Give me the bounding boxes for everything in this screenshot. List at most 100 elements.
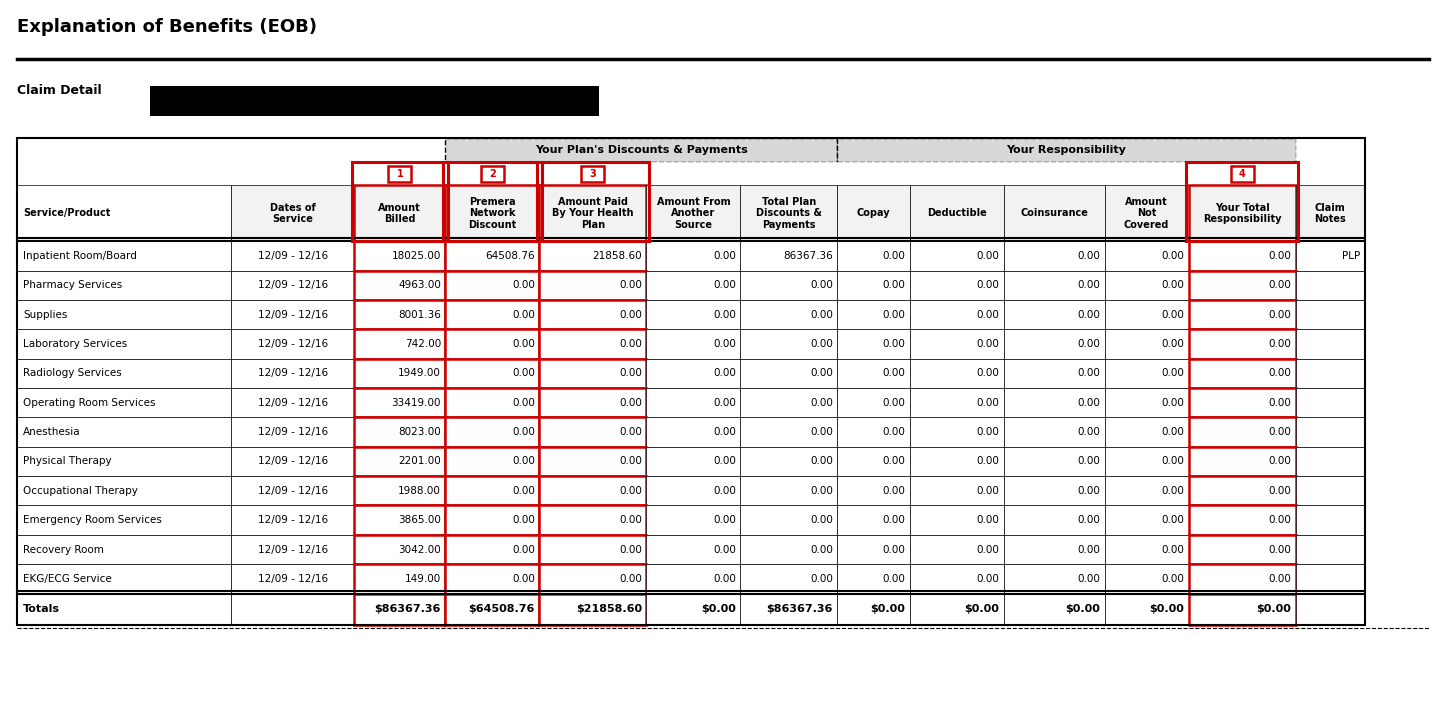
Bar [740, 476, 837, 505]
Text: Occupational Therapy: Occupational Therapy [23, 486, 137, 495]
Bar [539, 329, 646, 359]
Text: 0.00: 0.00 [882, 545, 905, 554]
Text: 0.00: 0.00 [1161, 251, 1184, 261]
Text: 8001.36: 8001.36 [398, 310, 441, 319]
Bar [445, 417, 539, 447]
Bar [17, 359, 231, 388]
Bar [646, 162, 740, 185]
Bar [1004, 564, 1105, 594]
Bar [837, 241, 910, 271]
Bar [910, 241, 1004, 271]
Bar [1296, 388, 1365, 417]
Bar [17, 505, 231, 535]
Bar [740, 185, 837, 241]
Text: 0.00: 0.00 [810, 516, 833, 525]
Bar [1105, 417, 1189, 447]
Text: 0.00: 0.00 [810, 310, 833, 319]
Bar [17, 388, 231, 417]
Text: Copay: Copay [856, 208, 891, 218]
Text: 0.00: 0.00 [1161, 545, 1184, 554]
Text: 12/09 - 12/16: 12/09 - 12/16 [257, 281, 328, 290]
Text: 12/09 - 12/16: 12/09 - 12/16 [257, 310, 328, 319]
Text: Inpatient Room/Board: Inpatient Room/Board [23, 251, 137, 261]
Bar [1004, 417, 1105, 447]
Text: 0.00: 0.00 [1077, 545, 1100, 554]
Text: 0.00: 0.00 [1268, 251, 1291, 261]
Text: 0.00: 0.00 [810, 398, 833, 407]
Bar [837, 476, 910, 505]
Bar [837, 271, 910, 300]
Text: 0.00: 0.00 [512, 486, 535, 495]
Bar [837, 505, 910, 535]
Text: 12/09 - 12/16: 12/09 - 12/16 [257, 486, 328, 495]
Bar [445, 505, 539, 535]
Text: 0.00: 0.00 [810, 369, 833, 378]
Bar [740, 594, 837, 625]
Bar [354, 271, 445, 300]
Bar [1296, 564, 1365, 594]
Text: 0.00: 0.00 [1268, 516, 1291, 525]
Text: 12/09 - 12/16: 12/09 - 12/16 [257, 516, 328, 525]
Text: 0.00: 0.00 [512, 516, 535, 525]
Bar [1296, 359, 1365, 388]
Text: 1988.00: 1988.00 [398, 486, 441, 495]
Text: Laboratory Services: Laboratory Services [23, 339, 127, 349]
Text: 0.00: 0.00 [1161, 574, 1184, 584]
Bar [539, 388, 646, 417]
Bar [910, 417, 1004, 447]
Text: 0.00: 0.00 [976, 516, 999, 525]
Bar [445, 594, 539, 625]
Text: 0.00: 0.00 [1077, 486, 1100, 495]
Bar [910, 162, 1004, 185]
Text: 0.00: 0.00 [882, 457, 905, 466]
Text: EKG/ECG Service: EKG/ECG Service [23, 574, 111, 584]
Bar [1189, 447, 1296, 476]
Bar [646, 564, 740, 594]
Bar [231, 329, 354, 359]
Text: 149.00: 149.00 [405, 574, 441, 584]
Text: 0.00: 0.00 [882, 251, 905, 261]
Text: 0.00: 0.00 [810, 281, 833, 290]
Text: 0.00: 0.00 [1268, 369, 1291, 378]
Bar [17, 476, 231, 505]
Bar [354, 594, 445, 625]
Bar [445, 300, 539, 329]
Text: 0.00: 0.00 [1268, 427, 1291, 437]
Text: Amount From
Another
Source: Amount From Another Source [656, 197, 730, 230]
Bar [354, 162, 445, 185]
Text: 3865.00: 3865.00 [398, 516, 441, 525]
Bar [1296, 594, 1365, 625]
Bar [17, 535, 231, 564]
Text: 0.00: 0.00 [619, 457, 642, 466]
Bar [150, 86, 599, 116]
Text: $86367.36: $86367.36 [375, 604, 441, 614]
Bar [354, 564, 445, 594]
Text: 0.00: 0.00 [512, 427, 535, 437]
Bar [1004, 300, 1105, 329]
Text: $0.00: $0.00 [964, 604, 999, 614]
Bar [837, 447, 910, 476]
Text: 0.00: 0.00 [976, 486, 999, 495]
Text: $0.00: $0.00 [870, 604, 905, 614]
Text: Your Total
Responsibility: Your Total Responsibility [1203, 203, 1281, 224]
Bar [539, 185, 646, 241]
Text: 0.00: 0.00 [1077, 398, 1100, 407]
Bar [910, 271, 1004, 300]
Text: 0.00: 0.00 [1161, 516, 1184, 525]
Text: 0.00: 0.00 [976, 545, 999, 554]
Text: 0.00: 0.00 [976, 427, 999, 437]
Text: 0.00: 0.00 [512, 281, 535, 290]
Text: 0.00: 0.00 [619, 339, 642, 349]
Bar [445, 329, 539, 359]
Bar [910, 329, 1004, 359]
Bar [1296, 271, 1365, 300]
Text: Physical Therapy: Physical Therapy [23, 457, 111, 466]
Bar [442, 162, 541, 241]
Bar [910, 300, 1004, 329]
Bar [231, 564, 354, 594]
Text: 0.00: 0.00 [882, 310, 905, 319]
Bar [17, 138, 1365, 625]
Bar [17, 271, 231, 300]
Text: 4963.00: 4963.00 [398, 281, 441, 290]
Bar [1296, 162, 1365, 185]
